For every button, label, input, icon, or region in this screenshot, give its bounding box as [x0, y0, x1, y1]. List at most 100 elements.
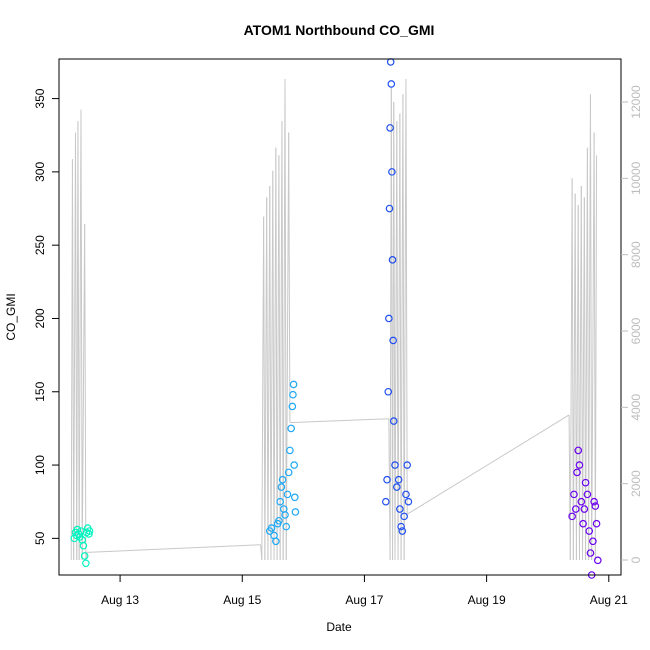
secondary-series-segment: [589, 94, 593, 561]
secondary-series-segment: [261, 216, 265, 561]
data-point: [383, 475, 391, 484]
y2-tick-label: 2000: [629, 470, 643, 497]
y2-tick-label: 8000: [629, 241, 643, 268]
secondary-series-segment: [574, 193, 577, 561]
y2-tick-label: 0: [629, 556, 643, 563]
secondary-series-segment: [270, 170, 274, 561]
secondary-series-segment: [80, 109, 83, 561]
x-tick-label: Aug 15: [223, 593, 261, 607]
data-point: [386, 124, 394, 132]
data-point: [277, 483, 286, 491]
secondary-series-segment: [400, 94, 404, 561]
secondary-series-segment: [569, 178, 573, 561]
secondary-series-segment: [396, 121, 399, 561]
y-tick-label: 250: [33, 235, 47, 255]
data-point: [385, 314, 393, 323]
data-point: [384, 387, 393, 396]
data-point: [387, 80, 396, 88]
data-point: [592, 519, 601, 528]
secondary-series-segment: [575, 205, 579, 561]
data-point: [275, 516, 283, 525]
y-tick-label: 100: [33, 455, 47, 475]
data-point: [581, 478, 590, 487]
secondary-series-segment: [282, 79, 286, 561]
secondary-series-segment: [289, 418, 389, 424]
secondary-series-segment: [397, 113, 401, 561]
data-point: [290, 493, 299, 502]
secondary-series-segment: [275, 147, 278, 561]
y2-tick-label: 4000: [629, 394, 643, 421]
data-point: [400, 512, 408, 521]
data-point: [393, 483, 401, 491]
data-point: [82, 559, 90, 568]
secondary-series-segment: [582, 197, 585, 561]
data-point: [391, 461, 399, 469]
data-point: [388, 256, 397, 264]
data-point: [589, 537, 597, 546]
secondary-series-segment: [87, 544, 261, 553]
secondary-series-segment: [594, 155, 598, 561]
data-point: [385, 204, 394, 213]
data-point: [586, 549, 595, 557]
data-point: [577, 497, 586, 506]
data-point: [402, 490, 410, 499]
secondary-series-segment: [276, 155, 280, 561]
secondary-series-segment: [406, 414, 570, 515]
data-point: [287, 424, 295, 433]
data-point: [281, 511, 289, 519]
data-point: [289, 380, 298, 389]
points-layer: [70, 58, 602, 579]
data-point: [397, 522, 405, 531]
x-tick-label: Aug 17: [345, 593, 383, 607]
data-point: [590, 497, 598, 506]
plot-frame: [58, 58, 622, 576]
secondary-series-segment: [279, 121, 283, 561]
secondary-series-segment: [578, 185, 582, 561]
y-axis-label: CO_GMI: [4, 293, 18, 340]
secondary-series-segment: [273, 147, 277, 561]
secondary-series-segment: [285, 132, 290, 561]
data-point: [85, 530, 93, 538]
data-point: [267, 524, 276, 532]
y-tick-label: 200: [33, 308, 47, 328]
data-point: [382, 497, 390, 506]
y-tick-label: 50: [33, 531, 47, 545]
y2-tick-label: 10000: [629, 161, 643, 195]
chart-title: ATOM1 Northbound CO_GMI: [244, 22, 435, 38]
secondary-series-segment: [571, 178, 574, 561]
data-point: [85, 527, 94, 535]
data-point: [575, 461, 584, 469]
data-point: [284, 468, 293, 477]
data-point: [394, 475, 403, 484]
secondary-series-segment: [572, 193, 576, 561]
data-point: [568, 512, 576, 521]
data-point: [573, 468, 581, 477]
data-point: [404, 497, 413, 506]
data-point: [80, 552, 89, 560]
secondary-series-segment: [591, 132, 595, 561]
secondary-series-segment: [393, 101, 396, 561]
secondary-series-segment: [73, 132, 76, 561]
data-point: [283, 490, 292, 499]
x-tick-label: Aug 13: [101, 593, 139, 607]
data-point: [570, 490, 578, 499]
data-point: [289, 390, 297, 399]
data-point: [288, 402, 297, 411]
data-point: [282, 522, 291, 531]
y2-tick-label: 12000: [629, 85, 643, 119]
data-point: [579, 519, 587, 528]
data-point: [574, 446, 583, 455]
x-axis-label: Date: [326, 620, 352, 634]
data-point: [585, 527, 594, 535]
data-point: [286, 446, 294, 455]
data-point: [593, 556, 602, 565]
data-point: [276, 497, 284, 506]
y-tick-label: 350: [33, 88, 47, 108]
secondary-series-segment: [84, 224, 87, 561]
data-point: [77, 527, 85, 535]
secondary-series-segment: [405, 79, 408, 515]
secondary-series-segment: [403, 79, 407, 561]
y-axis-right: 0 2000 4000 6000 8000 10000 12000: [621, 85, 643, 563]
secondary-series-segment: [580, 185, 584, 561]
